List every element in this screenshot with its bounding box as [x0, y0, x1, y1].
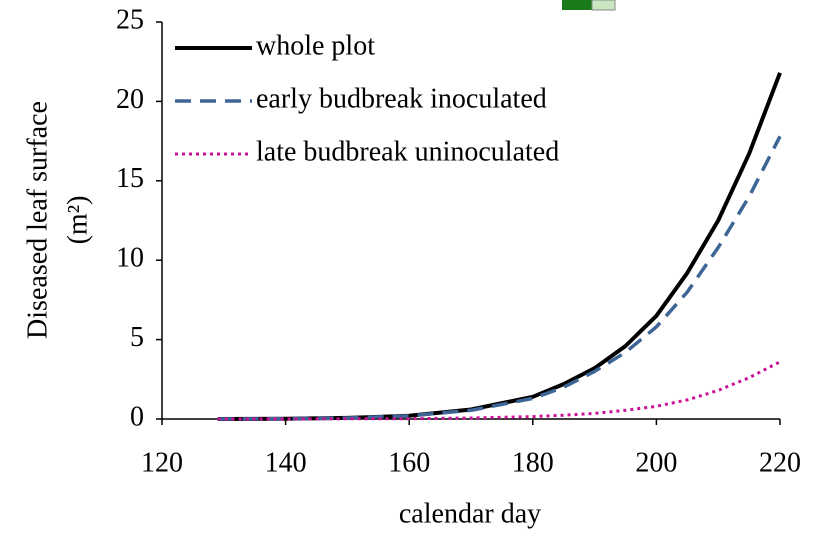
x-tick-label: 140	[265, 447, 307, 478]
y-tick-label: 20	[116, 84, 144, 115]
y-tick-label: 15	[116, 163, 144, 194]
y-axis-label: Diseased leaf surface	[22, 101, 53, 339]
data-line	[217, 72, 782, 421]
y-tick-label: 0	[130, 401, 144, 432]
data-line	[217, 135, 782, 421]
x-tick-label: 160	[388, 447, 430, 478]
y-tick-label: 25	[116, 4, 144, 35]
y-tick-label: 10	[116, 243, 144, 274]
legend-label: late budbreak uninoculated	[256, 136, 559, 167]
x-tick-label: 200	[635, 447, 677, 478]
legend-label: whole plot	[256, 30, 375, 61]
x-tick-label: 180	[512, 447, 554, 478]
x-axis-label: calendar day	[399, 498, 541, 529]
y-axis-label: (m²)	[62, 196, 93, 245]
y-tick-label: 5	[130, 322, 144, 353]
data-line	[217, 360, 781, 421]
x-tick-label: 220	[759, 447, 801, 478]
icon	[591, 0, 616, 11]
legend-label: early budbreak inoculated	[256, 83, 547, 114]
x-tick-label: 120	[141, 447, 183, 478]
icon	[562, 0, 592, 10]
